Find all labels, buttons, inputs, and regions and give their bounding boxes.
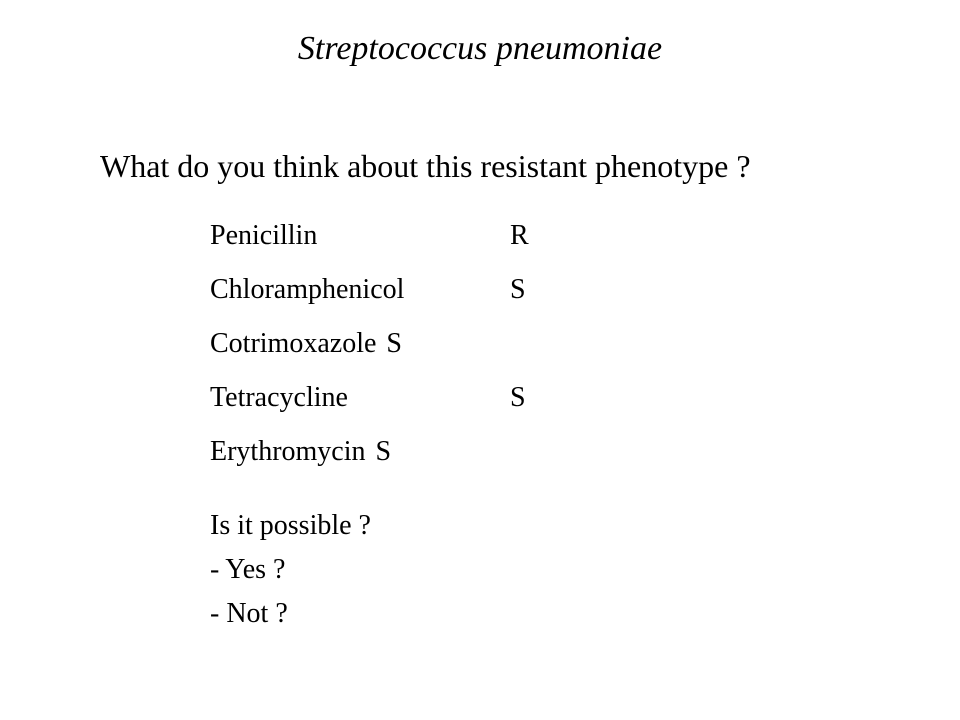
prompt-option-no: - Not ?: [210, 598, 371, 642]
slide: Streptococcus pneumoniae What do you thi…: [0, 0, 960, 720]
drug-result: S: [386, 328, 402, 360]
drug-name: Erythromycin: [210, 436, 376, 468]
prompt-block: Is it possible ? - Yes ? - Not ?: [210, 510, 371, 642]
drug-result: R: [510, 220, 529, 252]
table-row: TetracyclineS: [210, 382, 529, 436]
drug-result: S: [510, 382, 526, 414]
drug-result: S: [376, 436, 392, 468]
drug-name: Penicillin: [210, 220, 510, 252]
table-row: ErythromycinS: [210, 436, 529, 490]
drug-name: Cotrimoxazole: [210, 328, 386, 360]
page-title: Streptococcus pneumoniae: [0, 30, 960, 68]
question-text: What do you think about this resistant p…: [100, 148, 751, 185]
table-row: ChloramphenicolS: [210, 274, 529, 328]
drug-name: Tetracycline: [210, 382, 510, 414]
antibiogram-table: PenicillinR ChloramphenicolS Cotrimoxazo…: [210, 220, 529, 490]
prompt-option-yes: - Yes ?: [210, 554, 371, 598]
prompt-question: Is it possible ?: [210, 510, 371, 554]
drug-name: Chloramphenicol: [210, 274, 510, 306]
drug-result: S: [510, 274, 526, 306]
table-row: PenicillinR: [210, 220, 529, 274]
table-row: CotrimoxazoleS: [210, 328, 529, 382]
